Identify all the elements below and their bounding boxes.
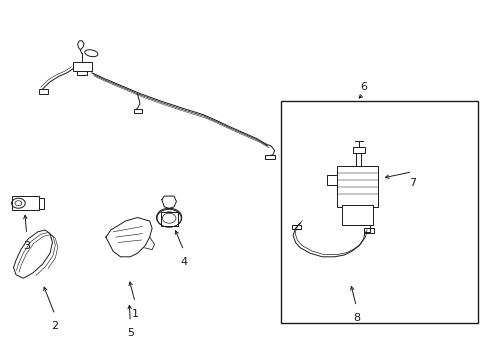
Bar xyxy=(73,62,92,71)
Text: 5: 5 xyxy=(126,328,133,338)
Text: 2: 2 xyxy=(51,321,59,331)
Text: 8: 8 xyxy=(352,313,359,323)
Text: 1: 1 xyxy=(131,309,138,319)
Ellipse shape xyxy=(84,50,98,57)
Text: 7: 7 xyxy=(408,178,415,188)
Bar xyxy=(12,196,39,210)
Bar xyxy=(39,198,43,208)
Bar xyxy=(291,225,300,229)
Bar xyxy=(161,212,178,226)
Text: 6: 6 xyxy=(359,82,366,93)
Bar xyxy=(352,147,364,153)
Bar xyxy=(133,109,142,113)
Bar xyxy=(39,89,48,94)
Bar xyxy=(281,102,477,323)
Bar xyxy=(264,155,274,159)
Text: 4: 4 xyxy=(180,257,187,267)
Bar xyxy=(341,205,372,225)
Text: 3: 3 xyxy=(23,241,30,251)
Bar xyxy=(363,228,373,233)
Bar xyxy=(77,71,87,75)
Bar xyxy=(336,166,377,207)
